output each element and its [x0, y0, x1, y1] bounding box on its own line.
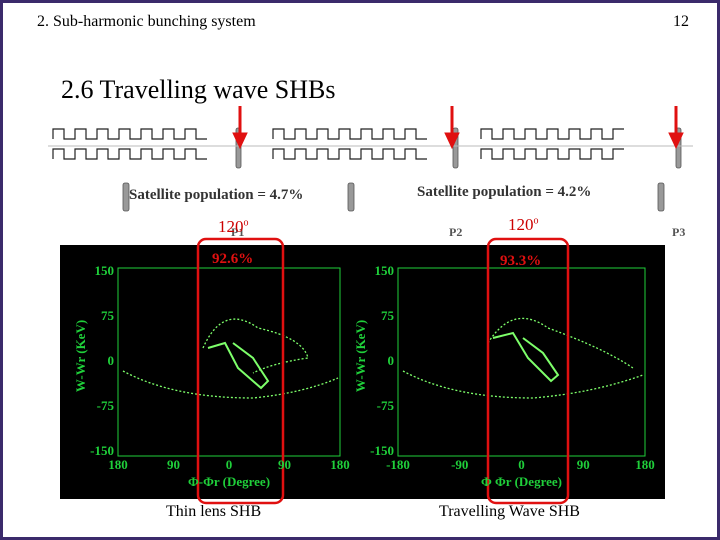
plot-panel	[60, 245, 665, 499]
page-number: 12	[673, 13, 689, 30]
y-tick-label: 75	[381, 308, 395, 323]
x-tick-label: 0	[518, 457, 525, 472]
capture-right: 93.3%	[500, 253, 542, 269]
square-wave	[480, 148, 624, 160]
satellite-right: Satellite population = 4.2%	[417, 184, 592, 200]
phase-space	[122, 317, 644, 399]
position-label: P2	[449, 225, 463, 239]
plot-frames	[117, 267, 646, 457]
x-tick-label: 0	[226, 457, 233, 472]
x-tick-label: -180	[386, 457, 410, 472]
y-axis-label: W-Wr (KeV)	[73, 320, 88, 392]
angle-sup: o	[243, 217, 249, 229]
capture-left: 92.6%	[212, 251, 254, 267]
square-waves	[52, 128, 624, 160]
position-label: P3	[672, 225, 686, 239]
x-axis-label: Φ-Φr (Degree)	[188, 474, 270, 489]
angle-value: 120	[218, 217, 244, 236]
x-axis-label: Φ Φr (Degree)	[481, 474, 562, 489]
satellite-left: Satellite population = 4.7%	[129, 187, 304, 203]
y-tick-label: 0	[388, 353, 395, 368]
angle-right: 120o	[508, 215, 539, 235]
x-tick-label: 180	[635, 457, 655, 472]
y-tick-label: 150	[95, 263, 115, 278]
x-tick-label: 90	[278, 457, 291, 472]
y-axis-label: W-Wr (KeV)	[353, 320, 368, 392]
y-tick-label: -75	[97, 398, 115, 413]
y-tick-label: 0	[108, 353, 115, 368]
arrows	[232, 106, 684, 150]
caption: Thin lens SHB	[166, 503, 262, 520]
section-header: 2. Sub-harmonic bunching system	[37, 13, 256, 30]
x-tick-label: 180	[108, 457, 128, 472]
y-tick-label: -150	[370, 443, 394, 458]
x-tick-label: -90	[451, 457, 468, 472]
square-wave	[52, 128, 207, 140]
y-tick-label: -75	[377, 398, 395, 413]
y-tick-label: -150	[90, 443, 114, 458]
angle-left: 120o	[218, 217, 249, 237]
x-tick-label: 90	[577, 457, 590, 472]
x-tick-label: 180	[330, 457, 350, 472]
position-label: P1	[231, 225, 245, 239]
caption: Travelling Wave SHB	[439, 503, 580, 520]
slide-title: 2.6 Travelling wave SHBs	[61, 75, 336, 104]
highlight-boxes	[196, 237, 570, 505]
square-wave	[480, 128, 624, 140]
y-tick-label: 150	[375, 263, 395, 278]
angle-sup: o	[533, 215, 539, 227]
square-wave	[52, 148, 207, 160]
square-wave	[272, 128, 427, 140]
y-tick-label: 75	[101, 308, 115, 323]
angle-value: 120	[508, 215, 534, 234]
square-wave	[272, 148, 427, 160]
x-tick-label: 90	[167, 457, 180, 472]
